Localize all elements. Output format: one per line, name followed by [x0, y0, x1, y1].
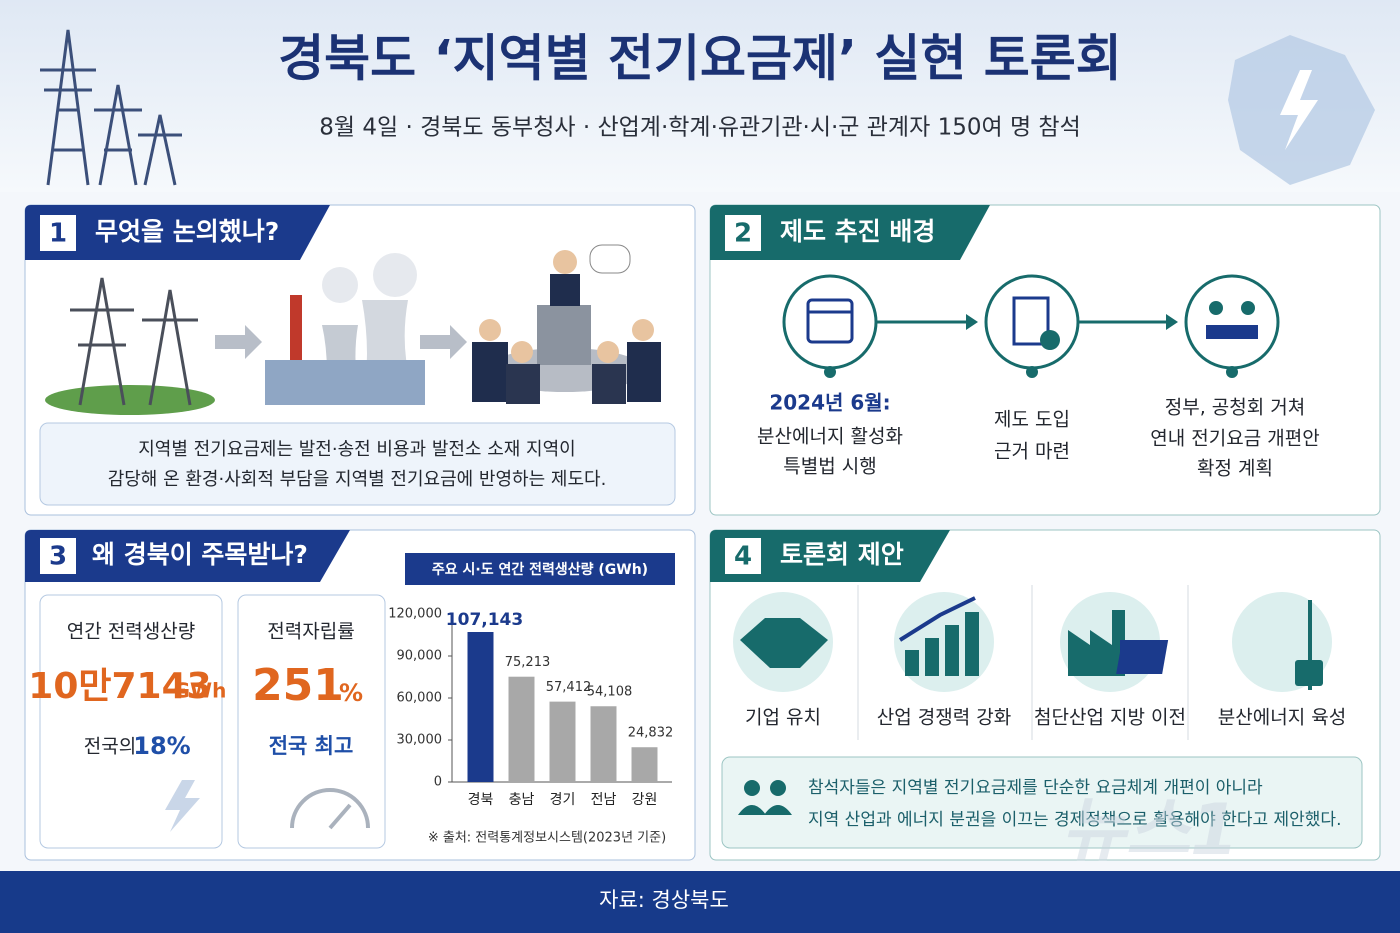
section-number: 2 [734, 219, 752, 249]
stat-unit: % [339, 679, 363, 707]
definition-box [39, 422, 676, 506]
step-text: 확정 계획 [1197, 458, 1273, 480]
title: 경북도 ‘지역별 전기요금제’ 실현 토론회 [278, 30, 1122, 88]
y-tick-label: 30,000 [397, 733, 443, 748]
step-text: 분산에너지 활성화 [757, 426, 903, 448]
definition-line: 감당해 온 환경·사회적 부담을 지역별 전기요금에 반영하는 제도다. [108, 469, 607, 490]
value-label: 107,143 [446, 610, 523, 630]
bar [508, 676, 535, 782]
bar [590, 706, 617, 782]
panel-tab [710, 205, 990, 260]
step-text: 근거 마련 [994, 441, 1070, 463]
conclusion-box [721, 756, 1363, 849]
bar-chart: 0 30,000 60,000 90,000 120,000 107,143 경북 75,21… [388, 607, 673, 809]
proposal-label: 분산에너지 육성 [1218, 707, 1346, 729]
section-title: 무엇을 논의했나? [95, 217, 279, 246]
stat-label: 전력자립률 [267, 621, 354, 643]
x-tick-label: 전남 [591, 792, 617, 808]
number-box [40, 215, 76, 251]
bolt-icon [165, 780, 200, 832]
stat-card [39, 594, 223, 849]
step-text: 제도 도입 [994, 409, 1070, 431]
number-box [725, 215, 761, 251]
stat-note-value: 18% [133, 732, 190, 760]
step-text: 정부, 공청회 거쳐 [1165, 397, 1305, 419]
section-title: 제도 추진 배경 [780, 217, 935, 246]
section-title: 왜 경북이 주목받나? [92, 540, 308, 569]
proposal-label: 산업 경쟁력 강화 [877, 707, 1011, 729]
y-tick-label: 90,000 [397, 649, 443, 664]
value-label: 54,108 [587, 685, 633, 700]
value-label: 24,832 [628, 726, 674, 741]
chart-title-box [405, 553, 675, 585]
chart-title: 주요 시·도 연간 전력생산량 (GWh) [432, 561, 648, 578]
y-tick-label: 0 [434, 775, 442, 790]
panel-tab [25, 530, 350, 582]
conclusion-line: 지역 산업과 에너지 분권을 이끄는 경제정책으로 활용해야 한다고 제안했다. [808, 810, 1341, 830]
bar [631, 747, 658, 782]
footer-source: 자료: 경상북도 [599, 888, 729, 912]
step-text: 연내 전기요금 개편안 [1150, 428, 1319, 450]
section-number: 4 [734, 542, 752, 572]
chart-source: ※ 출처: 전력통계정보시스템(2023년 기준) [428, 831, 666, 846]
x-tick-label: 충남 [509, 792, 535, 808]
stat-value: 251 [252, 660, 344, 711]
gauge-icon [290, 788, 370, 829]
stat-note: 전국 최고 [269, 734, 354, 758]
proposal-label: 기업 유치 [745, 707, 821, 729]
panel-tab [25, 205, 330, 260]
timeline [782, 274, 1280, 378]
x-tick-label: 경기 [550, 792, 576, 808]
pylons [40, 29, 182, 186]
footer [0, 871, 1400, 933]
stat-note: 전국의 [84, 736, 136, 758]
value-label: 75,213 [505, 655, 551, 670]
panel-tab [710, 530, 950, 582]
bar [549, 701, 576, 782]
header-bg [0, 0, 1400, 192]
number-box [725, 538, 761, 574]
step-text: 특별법 시행 [783, 456, 876, 478]
step-text: 2024년 6월: [769, 391, 890, 415]
bolt-icon [1280, 70, 1318, 150]
subtitle: 8월 4일 · 경북도 동부청사 · 산업계·학계·유관기관·시·군 관계자 1… [319, 115, 1080, 141]
bar [467, 631, 494, 782]
gauge-needle [328, 803, 352, 830]
stat-label: 연간 전력생산량 [67, 621, 195, 643]
conclusion-line: 참석자들은 지역별 전기요금제를 단순한 요금체계 개편이 아니라 [808, 778, 1263, 798]
x-tick-label: 경북 [468, 792, 494, 808]
y-tick-label: 120,000 [388, 607, 442, 622]
illustration [45, 244, 661, 415]
section-title: 토론회 제안 [780, 540, 904, 569]
stat-value: 10만7143 [28, 666, 211, 707]
stat-unit: GWh [174, 679, 227, 703]
watermark: 뉴스1 [1061, 789, 1239, 871]
value-label: 57,412 [546, 680, 592, 695]
x-tick-label: 강원 [632, 792, 658, 808]
proposal-label: 첨단산업 지방 이전 [1034, 707, 1186, 729]
proposal-icons [733, 585, 1332, 740]
people-icon [738, 780, 792, 815]
stat-card [237, 594, 386, 849]
number-box [40, 538, 76, 574]
section-number: 3 [49, 542, 67, 572]
definition-line: 지역별 전기요금제는 발전·송전 비용과 발전소 소재 지역이 [138, 439, 576, 460]
section-number: 1 [49, 219, 67, 249]
y-tick-label: 60,000 [397, 691, 443, 706]
